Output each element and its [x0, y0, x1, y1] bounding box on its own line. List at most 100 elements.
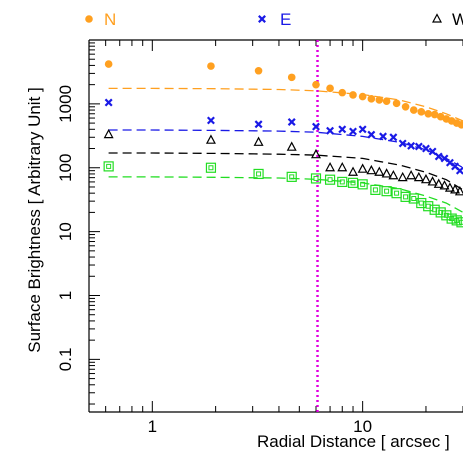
- data-point-w: [420, 173, 431, 184]
- data-point-w: [205, 134, 216, 144]
- data-point-e: [254, 120, 263, 129]
- data-point-w: [348, 166, 359, 176]
- data-point-e: [398, 139, 407, 148]
- data-point-w: [454, 186, 463, 196]
- data-point-e: [358, 125, 367, 134]
- model-curve-e: [108, 129, 463, 169]
- data-point-s: [103, 161, 114, 172]
- legend-marker-n: [85, 15, 93, 23]
- data-point-n: [401, 102, 410, 111]
- y-tick-label: 1000: [56, 85, 75, 123]
- data-point-w: [406, 169, 417, 180]
- data-point-w: [450, 184, 461, 194]
- data-point-e: [414, 142, 423, 151]
- data-point-w: [103, 128, 114, 139]
- data-point-n: [457, 121, 463, 129]
- data-point-e: [428, 147, 437, 156]
- data-point-s: [253, 168, 264, 180]
- data-point-s: [310, 173, 322, 184]
- data-point-e: [312, 122, 320, 131]
- data-point-e: [206, 116, 215, 125]
- model-curve-n: [108, 87, 463, 122]
- data-point-s: [286, 171, 297, 182]
- data-point-s: [435, 207, 446, 218]
- y-tick-label: 100: [56, 154, 75, 182]
- data-points: [103, 60, 463, 228]
- x-tick-label: 1: [148, 417, 157, 436]
- legend-marker-e: [258, 15, 266, 23]
- data-point-s: [347, 177, 359, 188]
- data-point-s: [370, 184, 381, 196]
- data-point-w: [253, 136, 264, 146]
- data-point-n: [287, 73, 296, 82]
- data-point-s: [324, 174, 336, 185]
- data-point-w: [366, 164, 377, 175]
- data-point-w: [310, 148, 321, 159]
- model-curve-w: [108, 152, 463, 191]
- data-point-s: [429, 204, 440, 215]
- data-point-s: [381, 186, 392, 197]
- legend-item-w: W: [432, 10, 463, 29]
- y-tick-label: 10: [56, 222, 75, 241]
- data-point-n: [375, 96, 384, 104]
- y-axis-label: Surface Brightness [ Arbitrary Unit ]: [25, 87, 44, 353]
- legend-item-n: N: [85, 10, 116, 29]
- data-point-w: [374, 166, 385, 176]
- data-point-s: [391, 188, 402, 199]
- data-point-n: [312, 80, 320, 89]
- x-axis-label: Radial Distance [ arcsec ]: [257, 432, 450, 451]
- data-point-w: [439, 180, 450, 190]
- x-tick-label: 10: [353, 417, 372, 436]
- data-point-n: [338, 88, 347, 97]
- data-point-n: [207, 62, 215, 70]
- series-e: [104, 98, 463, 175]
- data-point-s: [337, 176, 348, 188]
- data-point-e: [455, 166, 463, 175]
- data-point-w: [427, 176, 438, 186]
- data-point-w: [357, 163, 368, 173]
- data-point-w: [381, 168, 392, 178]
- data-point-n: [392, 99, 401, 108]
- data-point-w: [325, 161, 336, 172]
- data-point-s: [205, 162, 217, 173]
- data-point-s: [400, 191, 411, 202]
- data-point-n: [254, 66, 263, 75]
- data-point-s: [456, 217, 463, 228]
- y-axis-tick-labels: 0.1 1 10 100 1000: [56, 85, 75, 371]
- x-axis-ticks: [88, 40, 463, 412]
- x-axis-tick-labels: 1 10: [148, 417, 373, 436]
- model-curve-s: [108, 176, 463, 213]
- data-point-e: [338, 125, 347, 134]
- y-axis-ticks: [89, 39, 100, 405]
- data-point-n: [104, 60, 113, 68]
- data-point-s: [423, 201, 434, 212]
- data-point-e: [349, 127, 358, 136]
- data-point-w: [413, 171, 424, 182]
- data-point-e: [421, 144, 430, 153]
- data-point-e: [407, 141, 416, 150]
- data-point-n: [382, 97, 391, 106]
- data-point-w: [337, 161, 348, 172]
- data-point-n: [326, 84, 334, 93]
- series-s: [103, 161, 463, 228]
- data-point-w: [397, 171, 408, 182]
- data-point-n: [417, 108, 426, 116]
- legend-label-e: E: [280, 10, 291, 29]
- legend-item-e: E: [258, 10, 291, 29]
- plot-frame: [88, 39, 463, 413]
- legend-marker-w: [432, 13, 442, 23]
- data-point-w: [444, 182, 455, 192]
- data-point-e: [104, 98, 113, 107]
- data-point-e: [379, 132, 388, 141]
- data-point-n: [367, 95, 376, 103]
- data-point-e: [434, 152, 443, 161]
- data-point-n: [358, 92, 367, 101]
- legend-label-n: N: [104, 10, 116, 29]
- data-point-s: [357, 179, 368, 190]
- series-w: [103, 128, 463, 196]
- data-point-e: [287, 118, 296, 126]
- y-tick-label: 1: [56, 291, 75, 300]
- data-point-w: [286, 141, 297, 151]
- legend-label-w: W: [452, 10, 463, 29]
- data-point-e: [367, 130, 376, 139]
